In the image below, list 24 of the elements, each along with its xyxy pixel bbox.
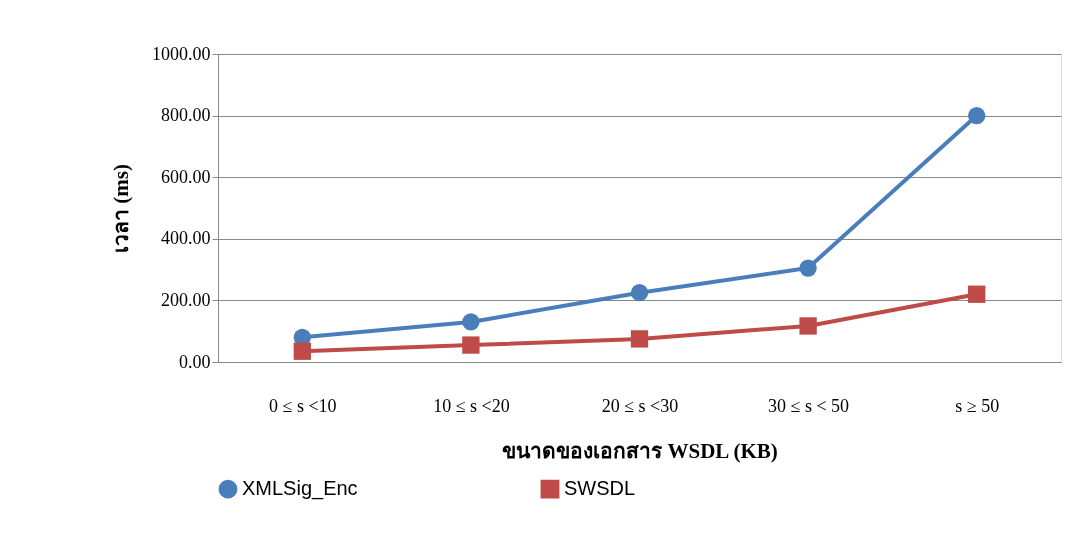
y-tick-label: 0.00 bbox=[179, 351, 211, 372]
point bbox=[462, 336, 480, 354]
point bbox=[630, 330, 649, 348]
point bbox=[462, 313, 480, 331]
point bbox=[293, 342, 311, 360]
x-tick-label: 0 ≤ s <10 bbox=[269, 395, 337, 416]
point bbox=[799, 259, 817, 277]
legend-label: SWSDL bbox=[564, 477, 636, 500]
y-axis-title: เวลา (ms) bbox=[109, 164, 133, 253]
x-tick-label: 10 ≤ s <20 bbox=[433, 395, 510, 416]
y-tick-label: 400.00 bbox=[161, 228, 211, 249]
legend-label: XMLSig_Enc bbox=[242, 477, 358, 501]
x-tick-label: s ≥ 50 bbox=[955, 395, 1000, 416]
x-tick-label: 20 ≤ s <30 bbox=[601, 395, 679, 416]
x-axis-title: ขนาดของเอกสาร WSDL (KB) bbox=[502, 438, 778, 463]
point bbox=[968, 106, 986, 125]
y-tick-label: 800.00 bbox=[161, 105, 211, 126]
point bbox=[968, 285, 986, 303]
x-tick-label: 30 ≤ s < 50 bbox=[768, 395, 850, 416]
y-tick-label: 600.00 bbox=[161, 166, 211, 187]
y-tick-label: 200.00 bbox=[161, 289, 211, 310]
y-tick-label: 1000.00 bbox=[152, 43, 211, 64]
point bbox=[630, 284, 649, 302]
point bbox=[799, 317, 817, 335]
